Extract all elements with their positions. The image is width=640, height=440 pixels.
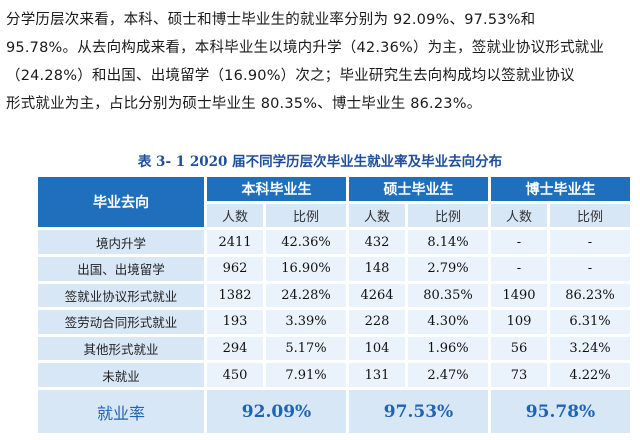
table-cell: 962 xyxy=(207,256,263,281)
table-cell: 6.31% xyxy=(550,310,630,334)
table-cell: 450 xyxy=(207,363,263,387)
subheader-count: 人数 xyxy=(491,203,547,228)
table-row: 境内升学 2411 42.36% 432 8.14% - - xyxy=(38,230,630,254)
table-cell: - xyxy=(491,230,547,254)
subheader-count: 人数 xyxy=(207,203,263,228)
paragraph-line: （24.28%）和出国、出境留学（16.90%）次之；毕业研究生去向构成均以签就… xyxy=(6,68,575,84)
table-cell: 1490 xyxy=(491,283,547,308)
table-cell: 2.79% xyxy=(408,256,488,281)
row-label: 境内升学 xyxy=(38,230,204,254)
table-cell: 42.36% xyxy=(266,230,346,254)
table-cell: 80.35% xyxy=(408,283,488,308)
table-caption: 表 3- 1 2020 届不同学历层次毕业生就业率及毕业去向分布 xyxy=(137,154,503,170)
table-row: 其他形式就业 294 5.17% 104 1.96% 56 3.24% xyxy=(38,336,630,361)
table-cell: 3.39% xyxy=(266,310,346,334)
row-label: 签劳动合同形式就业 xyxy=(38,310,204,334)
intro-paragraph: 分学历层次来看，本科、硕士和博士毕业生的就业率分别为 92.09%、97.53%… xyxy=(6,6,634,118)
table-cell: 8.14% xyxy=(408,230,488,254)
paragraph-line: 95.78%。从去向构成来看，本科毕业生以境内升学（42.36%）为主，签就业协… xyxy=(6,40,605,56)
subheader-ratio: 比例 xyxy=(408,203,488,228)
table-cell: 148 xyxy=(349,256,405,281)
table-cell: 5.17% xyxy=(266,336,346,361)
subheader-ratio: 比例 xyxy=(266,203,346,228)
table-cell: 4.22% xyxy=(550,363,630,387)
table-cell: 3.24% xyxy=(550,336,630,361)
employment-rate-label: 就业率 xyxy=(38,390,204,433)
table-row: 签劳动合同形式就业 193 3.39% 228 4.30% 109 6.31% xyxy=(38,310,630,334)
subheader-ratio: 比例 xyxy=(550,203,630,228)
table-cell: 104 xyxy=(349,336,405,361)
table-cell: - xyxy=(550,256,630,281)
table-cell: 4264 xyxy=(349,283,405,308)
table-cell: 2411 xyxy=(207,230,263,254)
table-cell: 24.28% xyxy=(266,283,346,308)
employment-rate-row: 就业率 92.09% 97.53% 95.78% xyxy=(38,390,630,433)
table-cell: 193 xyxy=(207,310,263,334)
employment-table: 毕业去向 本科毕业生 硕士毕业生 博士毕业生 人数 比例 人数 比例 人数 比例… xyxy=(35,174,633,436)
employment-rate-master: 97.53% xyxy=(349,390,488,433)
table-cell: 109 xyxy=(491,310,547,334)
table-cell: 73 xyxy=(491,363,547,387)
row-label: 出国、出境留学 xyxy=(38,256,204,281)
table-cell: 432 xyxy=(349,230,405,254)
table-cell: 294 xyxy=(207,336,263,361)
group-header-master: 硕士毕业生 xyxy=(349,177,488,201)
table-cell: - xyxy=(550,230,630,254)
row-label: 其他形式就业 xyxy=(38,336,204,361)
group-header-bachelor: 本科毕业生 xyxy=(207,177,346,201)
table-cell: 86.23% xyxy=(550,283,630,308)
table-cell: 4.30% xyxy=(408,310,488,334)
group-header-doctor: 博士毕业生 xyxy=(491,177,630,201)
paragraph-line: 分学历层次来看，本科、硕士和博士毕业生的就业率分别为 92.09%、97.53%… xyxy=(6,12,536,28)
employment-rate-doctor: 95.78% xyxy=(491,390,630,433)
table-cell: 1382 xyxy=(207,283,263,308)
table-cell: 131 xyxy=(349,363,405,387)
table-cell: 1.96% xyxy=(408,336,488,361)
table-cell: 56 xyxy=(491,336,547,361)
table-row: 出国、出境留学 962 16.90% 148 2.79% - - xyxy=(38,256,630,281)
table-cell: 7.91% xyxy=(266,363,346,387)
row-label: 未就业 xyxy=(38,363,204,387)
row-label: 签就业协议形式就业 xyxy=(38,283,204,308)
table-cell: - xyxy=(491,256,547,281)
table-row: 未就业 450 7.91% 131 2.47% 73 4.22% xyxy=(38,363,630,387)
table-cell: 16.90% xyxy=(266,256,346,281)
subheader-count: 人数 xyxy=(349,203,405,228)
paragraph-line: 形式就业为主，占比分别为硕士毕业生 80.35%、博士毕业生 86.23%。 xyxy=(6,96,482,112)
employment-rate-bachelor: 92.09% xyxy=(207,390,346,433)
table-row: 签就业协议形式就业 1382 24.28% 4264 80.35% 1490 8… xyxy=(38,283,630,308)
table-cell: 2.47% xyxy=(408,363,488,387)
corner-header: 毕业去向 xyxy=(38,177,204,228)
table-cell: 228 xyxy=(349,310,405,334)
